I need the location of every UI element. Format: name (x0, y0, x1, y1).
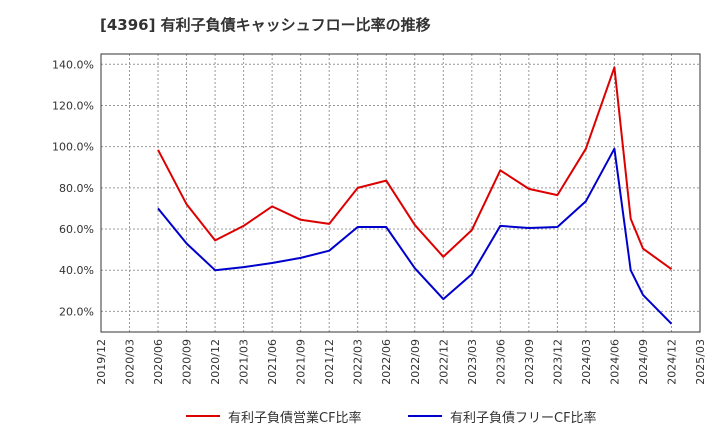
legend-item-operating-cf: 有利子負債営業CF比率 (186, 404, 362, 428)
legend-swatch-free-cf (408, 415, 442, 417)
legend-label-operating-cf: 有利子負債営業CF比率 (228, 410, 362, 426)
legend-swatch-operating-cf (186, 415, 220, 417)
y-tick-label: 80.0% (59, 182, 94, 195)
x-tick-label: 2020/09 (181, 339, 194, 385)
x-tick-label: 2020/06 (152, 339, 165, 385)
line-chart: 20.0% 40.0% 60.0% 80.0% 100.0% 120.0% 140.0% 20… (52, 53, 707, 385)
x-tick-label: 2024/12 (665, 339, 678, 385)
legend-label-free-cf: 有利子負債フリーCF比率 (450, 410, 597, 426)
x-tick-label: 2022/03 (352, 339, 365, 385)
grid (100, 54, 701, 332)
x-tick-label: 2021/12 (323, 339, 336, 385)
x-tick-label: 2021/09 (295, 339, 308, 385)
y-tick-label: 20.0% (59, 305, 94, 318)
x-tick-label: 2021/03 (238, 339, 251, 385)
x-tick-label: 2024/09 (637, 339, 650, 385)
x-tick-label: 2022/06 (380, 339, 393, 385)
x-tick-label: 2023/12 (551, 339, 564, 385)
plot-frame (100, 53, 701, 333)
y-tick-label: 100.0% (52, 141, 94, 154)
y-tick-label: 140.0% (52, 58, 94, 71)
series-lines (157, 66, 673, 325)
y-tick-label: 120.0% (52, 99, 94, 112)
x-tick-label: 2020/12 (209, 339, 222, 385)
x-tick-label: 2023/09 (523, 339, 536, 385)
x-tick-label: 2023/06 (494, 339, 507, 385)
series-line-free-cf (157, 147, 673, 325)
x-tick-label: 2021/06 (266, 339, 279, 385)
x-tick-label: 2022/12 (437, 339, 450, 385)
y-tick-label: 40.0% (59, 264, 94, 277)
legend: 有利子負債営業CF比率 有利子負債フリーCF比率 (0, 404, 720, 428)
x-tick-label: 2022/09 (409, 339, 422, 385)
axes (100, 53, 701, 333)
x-tick-label: 2024/03 (580, 339, 593, 385)
tick-labels: 20.0% 40.0% 60.0% 80.0% 100.0% 120.0% 140.0% 20… (52, 58, 707, 384)
legend-item-free-cf: 有利子負債フリーCF比率 (408, 404, 597, 428)
x-tick-label: 2020/03 (124, 339, 137, 385)
x-tick-label: 2025/03 (694, 339, 707, 385)
chart-title: [4396] 有利子負債キャッシュフロー比率の推移 (100, 16, 431, 34)
x-tick-label: 2024/06 (608, 339, 621, 385)
series-line-operating-cf (157, 66, 673, 271)
x-tick-label: 2019/12 (95, 339, 108, 385)
x-tick-label: 2023/03 (466, 339, 479, 385)
y-tick-label: 60.0% (59, 223, 94, 236)
